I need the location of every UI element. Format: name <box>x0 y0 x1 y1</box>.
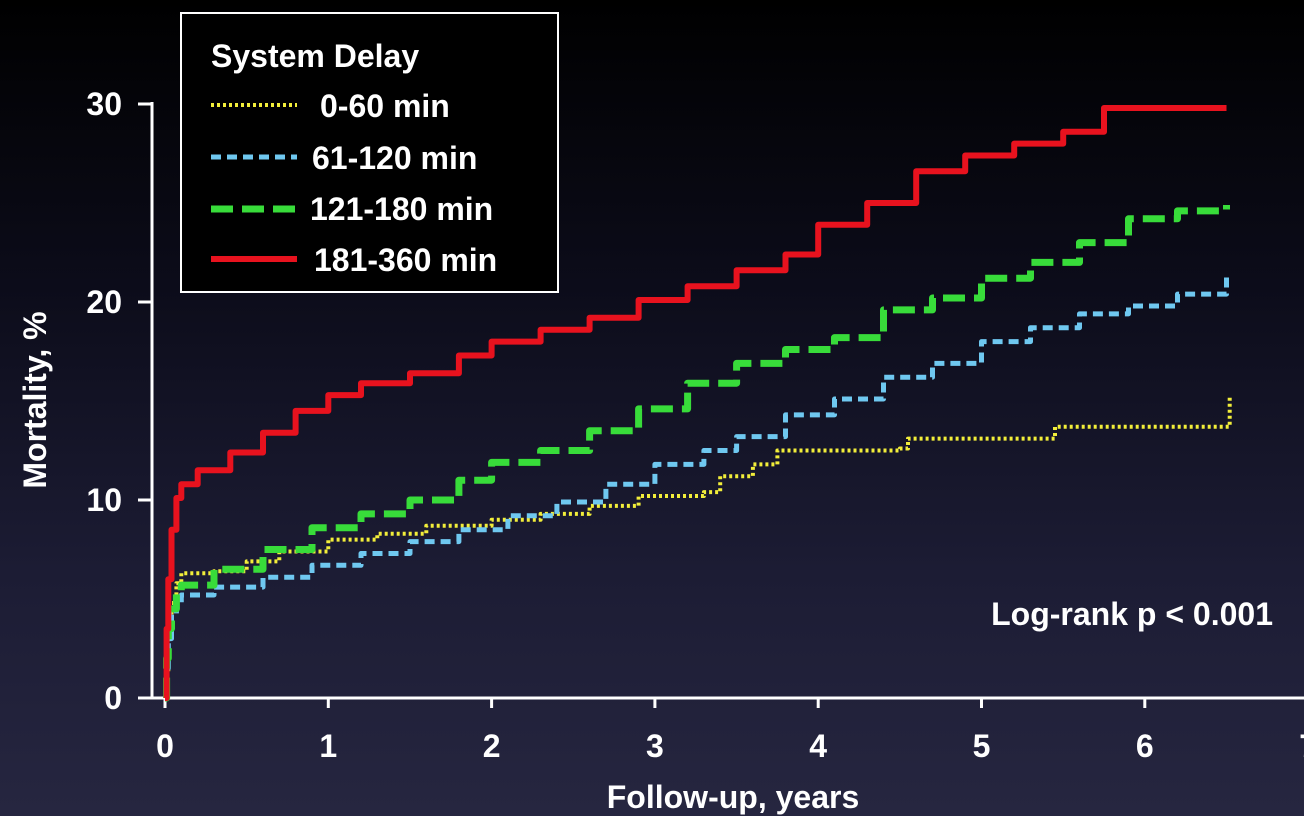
y-tick-label: 10 <box>86 482 122 518</box>
x-tick-label: 7 <box>1299 728 1304 764</box>
y-tick-label: 20 <box>86 284 122 320</box>
legend-entry: 121-180 min <box>310 191 493 227</box>
legend-entry: 181-360 min <box>314 242 497 278</box>
series-line-121-180-min <box>163 205 1230 702</box>
legend-entry: 0-60 min <box>320 88 450 124</box>
log-rank-annotation: Log-rank p < 0.001 <box>991 596 1273 632</box>
legend-entry: 61-120 min <box>312 140 477 176</box>
series-layer <box>163 105 1232 702</box>
x-tick-label: 6 <box>1136 728 1154 764</box>
series-line-0-60-min <box>164 395 1232 700</box>
x-tick-label: 5 <box>973 728 991 764</box>
y-tick-label: 0 <box>104 680 122 716</box>
legend: System Delay 0-60 min 61-120 min 121-180 mi… <box>180 12 559 293</box>
y-tick-label: 30 <box>86 86 122 122</box>
x-axis-label: Follow-up, years <box>607 779 859 815</box>
axes: 0 1 2 3 4 5 6 7 0 10 20 30 <box>86 86 1304 764</box>
x-tick-label: 3 <box>646 728 664 764</box>
series-line-61-120-min <box>164 276 1229 701</box>
x-tick-label: 2 <box>483 728 501 764</box>
x-tick-label: 1 <box>319 728 337 764</box>
legend-box <box>180 12 559 293</box>
legend-title: System Delay <box>211 38 419 74</box>
x-tick-label: 0 <box>156 728 174 764</box>
x-tick-label: 4 <box>809 728 827 764</box>
series-line-181-360-min <box>163 105 1227 701</box>
y-axis-label: Mortality, % <box>17 311 53 488</box>
